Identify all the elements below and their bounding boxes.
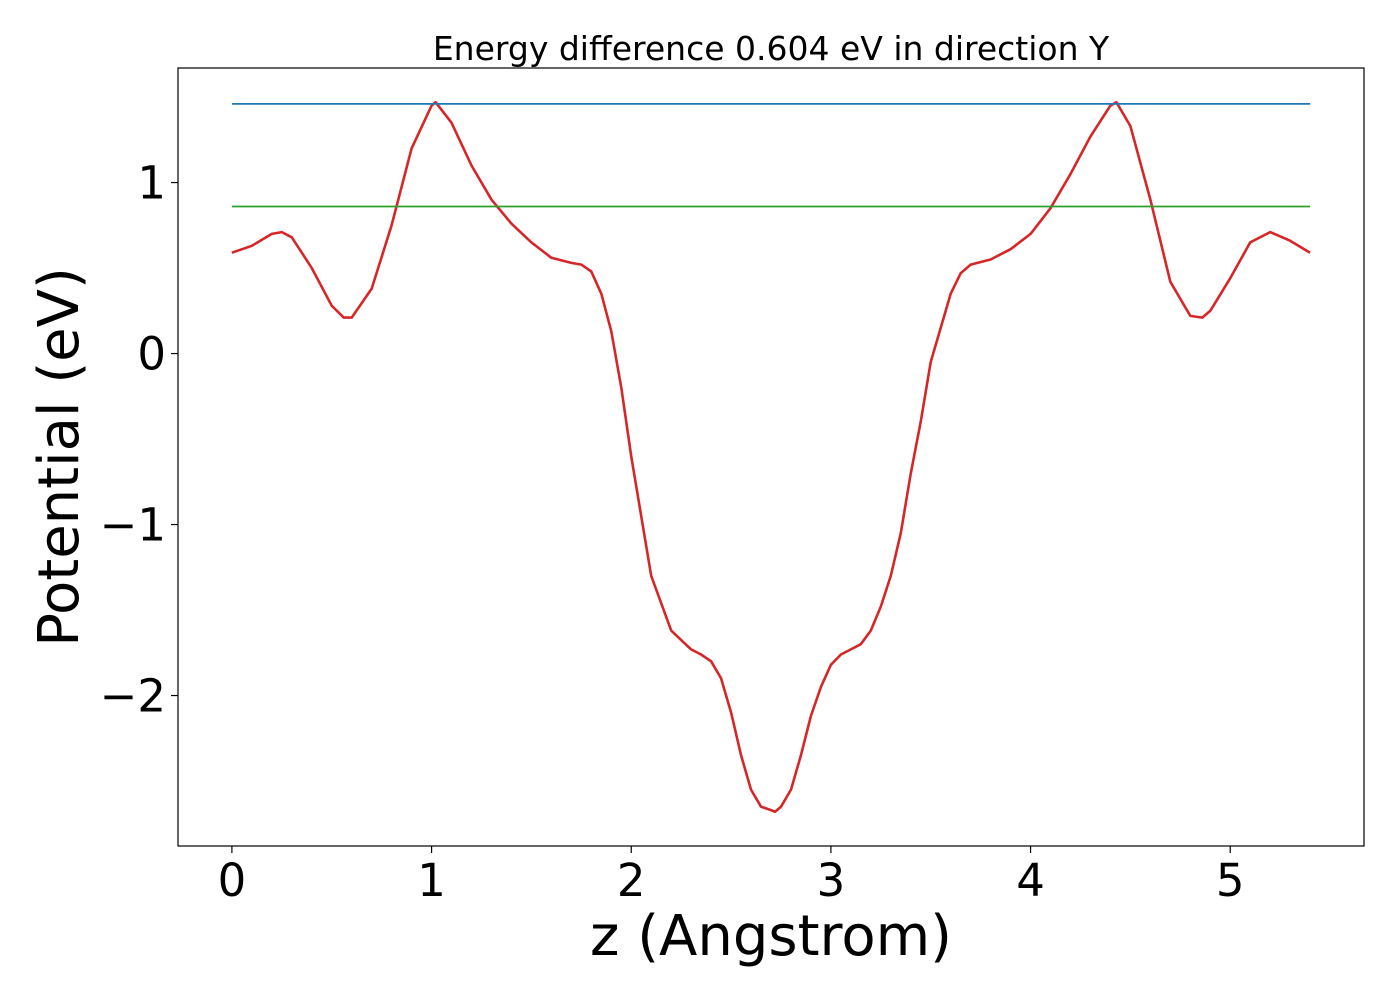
y-tick-label: −2 xyxy=(100,670,166,723)
x-tick-label: 5 xyxy=(1216,854,1245,907)
x-tick-label: 2 xyxy=(617,854,646,907)
x-tick-label: 3 xyxy=(817,854,846,907)
y-axis-label: Potential (eV) xyxy=(27,267,92,647)
x-tick-label: 4 xyxy=(1016,854,1045,907)
series-line-0 xyxy=(231,100,1311,814)
x-axis-label: z (Angstrom) xyxy=(590,904,952,969)
x-axis-ticks: 0 1 2 3 4 5 xyxy=(218,846,1245,907)
x-tick-label: 1 xyxy=(417,854,446,907)
y-tick-label: −1 xyxy=(100,499,166,552)
y-axis-ticks: 1 0 −1 −2 xyxy=(100,157,178,723)
plot-lines xyxy=(231,100,1311,814)
chart-title: Energy difference 0.604 eV in direction … xyxy=(433,29,1110,68)
y-tick-label: 1 xyxy=(137,157,166,210)
x-tick-label: 0 xyxy=(218,854,247,907)
y-tick-label: 0 xyxy=(137,328,166,381)
plot-frame xyxy=(177,67,1365,847)
